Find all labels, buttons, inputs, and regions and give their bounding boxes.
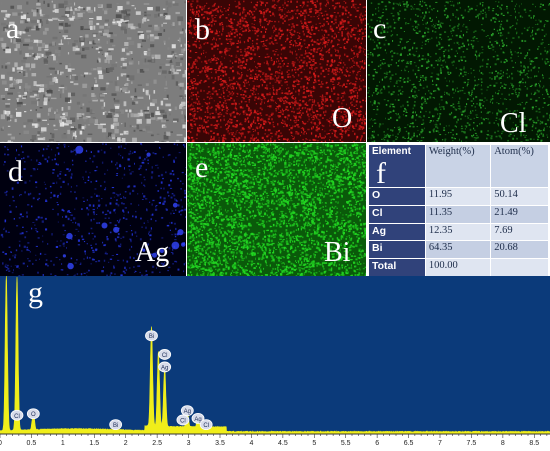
x-tick-label: 0: [0, 440, 2, 446]
x-tick-label: 7: [438, 440, 442, 446]
silver-map-panel: d Ag: [0, 143, 186, 276]
peak-label: Bi: [145, 331, 157, 341]
cell-atom: 50.14: [491, 188, 549, 206]
panel-label-f: f: [376, 159, 386, 189]
cell-weight: 64.35: [425, 241, 490, 259]
element-label-ag: Ag: [135, 239, 169, 267]
peak-label: Ag: [159, 362, 171, 372]
x-tick-label: 5: [312, 440, 316, 446]
table-row: Total 100.00: [369, 259, 549, 277]
x-tick-label: 2: [124, 440, 128, 446]
bismuth-map-panel: e Bi: [187, 143, 366, 276]
x-tick-label: 5.5: [341, 440, 351, 446]
peak-label-text: Bi: [149, 334, 154, 340]
peak-label-text: Cl: [180, 418, 186, 424]
cell-weight: 11.95: [425, 188, 490, 206]
cell-atom: 7.69: [491, 223, 549, 241]
x-tick-label: 4: [249, 440, 253, 446]
sem-micrograph: [0, 0, 186, 142]
peak-label-text: O: [31, 412, 36, 418]
spectrum-plot-area: [0, 276, 550, 434]
peak-label-text: Bi: [113, 423, 118, 429]
x-axis: 0 0.5 1 1.5 2 2.5 3 3.5 4 4.5 5 5.5 6 6.5 7 7.5 8 8.5: [0, 434, 550, 446]
panel-label-g: g: [28, 276, 43, 309]
x-tick-label: 8: [501, 440, 505, 446]
x-tick-label: 6.5: [404, 440, 414, 446]
peak-label-text: Cl: [14, 414, 20, 420]
composition-table: Element Weight(%) Atom(%) O 11.95 50.14 …: [368, 144, 549, 277]
peak-label-text: Ag: [161, 365, 168, 371]
x-tick-label: 8.5: [529, 440, 539, 446]
x-tick-label: 1.5: [89, 440, 99, 446]
header-atom: Atom(%): [491, 145, 549, 188]
element-label-o: O: [332, 105, 352, 133]
peak-label: O: [27, 409, 39, 419]
x-tick-label: 6: [375, 440, 379, 446]
cell-atom: 21.49: [491, 205, 549, 223]
table-row: Ag 12.35 7.69: [369, 223, 549, 241]
peak-label-text: Ag: [184, 409, 191, 415]
cell-element: Ag: [369, 223, 426, 241]
x-tick-label: 3: [187, 440, 191, 446]
panel-label-c: c: [373, 14, 386, 44]
header-weight: Weight(%): [425, 145, 490, 188]
panel-label-d: d: [8, 157, 23, 187]
peak-label-text: Cl: [162, 353, 168, 359]
peak-label: Cl: [200, 420, 212, 430]
table-row: Cl 11.35 21.49: [369, 205, 549, 223]
composition-table-panel: Element Weight(%) Atom(%) O 11.95 50.14 …: [367, 143, 550, 278]
peak-label-text: Cl: [203, 423, 209, 429]
chlorine-map-panel: c Cl: [367, 0, 550, 142]
element-label-cl: Cl: [500, 110, 526, 138]
cell-weight: 100.00: [425, 259, 490, 277]
panel-label-e: e: [195, 153, 208, 183]
cell-element: Cl: [369, 205, 426, 223]
table-row: O 11.95 50.14: [369, 188, 549, 206]
cell-element: O: [369, 188, 426, 206]
cell-element: Total: [369, 259, 426, 277]
element-label-bi: Bi: [324, 239, 350, 267]
peak-label: Cl: [11, 410, 23, 420]
peak-label: Cl: [177, 415, 189, 425]
x-tick-label: 3.5: [215, 440, 225, 446]
panel-label-b: b: [195, 15, 210, 45]
cell-element: Bi: [369, 241, 426, 259]
oxygen-map-panel: b O: [187, 0, 366, 142]
panel-label-a: a: [6, 14, 19, 44]
cell-weight: 11.35: [425, 205, 490, 223]
cell-atom: [491, 259, 549, 277]
x-tick-label: 2.5: [152, 440, 162, 446]
cell-atom: 20.68: [491, 241, 549, 259]
x-tick-label: 1: [61, 440, 65, 446]
sem-image-panel: a: [0, 0, 186, 142]
x-tick-label: 7.5: [467, 440, 477, 446]
cell-weight: 12.35: [425, 223, 490, 241]
x-tick-label: 4.5: [278, 440, 288, 446]
table-header-row: Element Weight(%) Atom(%): [369, 145, 549, 188]
x-tick-label: 0.5: [27, 440, 37, 446]
table-row: Bi 64.35 20.68: [369, 241, 549, 259]
peak-label: Ag: [181, 406, 193, 416]
peak-label: Cl: [159, 349, 171, 359]
peak-label: Bi: [110, 420, 122, 430]
